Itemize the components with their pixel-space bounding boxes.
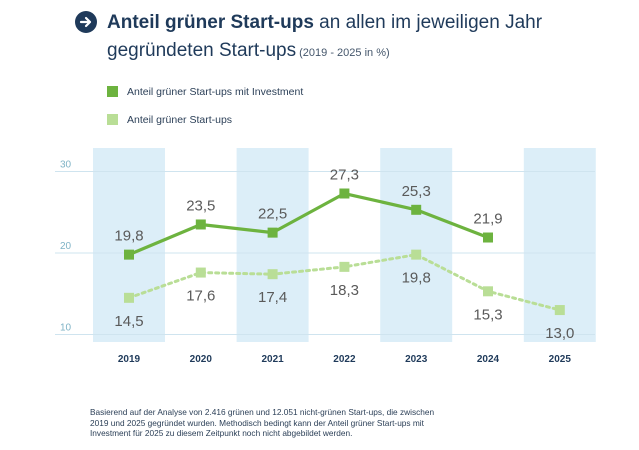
legend-item-all: Anteil grüner Start-ups	[107, 114, 232, 128]
data-label-all-2023: 19,8	[402, 270, 431, 287]
legend-label-all: Anteil grüner Start-ups	[127, 114, 233, 126]
data-point-all-2024	[483, 286, 493, 297]
legend-swatch-dark	[107, 86, 118, 97]
data-label-investment-2022: 27,3	[330, 167, 359, 184]
chart-title-line-2-text: gegründeten Start-ups	[107, 40, 297, 61]
column-band-2021	[236, 148, 309, 342]
y-tick-label: 20	[60, 241, 72, 252]
data-label-investment-2023: 25,3	[402, 183, 431, 200]
data-point-all-2025	[554, 305, 565, 316]
x-tick-label: 2021	[261, 354, 284, 365]
footnote: Basierend auf der Analyse von 2.416 grün…	[90, 407, 435, 438]
data-label-investment-2019: 19,8	[114, 228, 143, 245]
x-tick-label: 2022	[333, 354, 356, 365]
data-point-investment-2023	[411, 204, 422, 215]
series-line-investment	[128, 191, 489, 257]
data-point-investment-2020	[195, 219, 206, 230]
legend-swatch-light	[107, 114, 118, 125]
y-tick-label: 10	[60, 323, 72, 334]
data-label-all-2021: 17,4	[258, 289, 287, 306]
data-label-all-2024: 15,3	[473, 306, 502, 323]
legend-label-investment: Anteil grüner Start-ups mit Investment	[127, 86, 304, 98]
x-tick-label: 2023	[405, 354, 428, 365]
data-point-all-2020	[195, 267, 206, 278]
data-point-all-2019	[124, 292, 134, 303]
data-label-investment-2021: 22,5	[258, 206, 287, 223]
x-tick-label: 2025	[549, 354, 572, 365]
data-point-all-2022	[339, 261, 350, 272]
chart-title-bold: Anteil grüner Start-ups	[107, 12, 314, 33]
legend-item-investment: Anteil grüner Start-ups mit Investment	[107, 86, 303, 100]
data-label-investment-2020: 23,5	[186, 197, 215, 214]
data-label-investment-2024: 21,9	[473, 211, 502, 228]
data-point-investment-2022	[339, 188, 350, 199]
line-chart: 10 20 30 2019 2020 2021 2022 2023 2024 2025 19,8 23…	[55, 148, 596, 365]
data-point-all-2023	[411, 249, 422, 260]
data-label-all-2022: 18,3	[330, 282, 359, 299]
chart-title: Anteil grüner Start-ups an allen im jewe…	[107, 12, 542, 34]
chart-subtitle: (2019 - 2025 in %)	[296, 47, 390, 59]
data-point-all-2021	[267, 269, 278, 280]
x-tick-label: 2020	[190, 354, 213, 365]
x-tick-label: 2024	[477, 354, 500, 365]
data-label-all-2020: 17,6	[186, 288, 215, 305]
chart-title-line-2: gegründeten Start-ups (2019 - 2025 in %)	[107, 40, 390, 64]
data-label-all-2025: 13,0	[545, 325, 574, 342]
column-band-2023	[380, 148, 453, 342]
y-tick-label: 30	[60, 160, 72, 171]
data-point-investment-2019	[124, 249, 134, 260]
data-point-investment-2021	[267, 227, 278, 238]
data-label-all-2019: 14,5	[114, 313, 143, 330]
x-tick-label: 2019	[118, 354, 141, 365]
arrow-right-icon	[75, 11, 97, 33]
chart-title-rest: an allen im jeweiligen Jahr	[313, 12, 543, 33]
data-point-investment-2024	[483, 232, 493, 243]
